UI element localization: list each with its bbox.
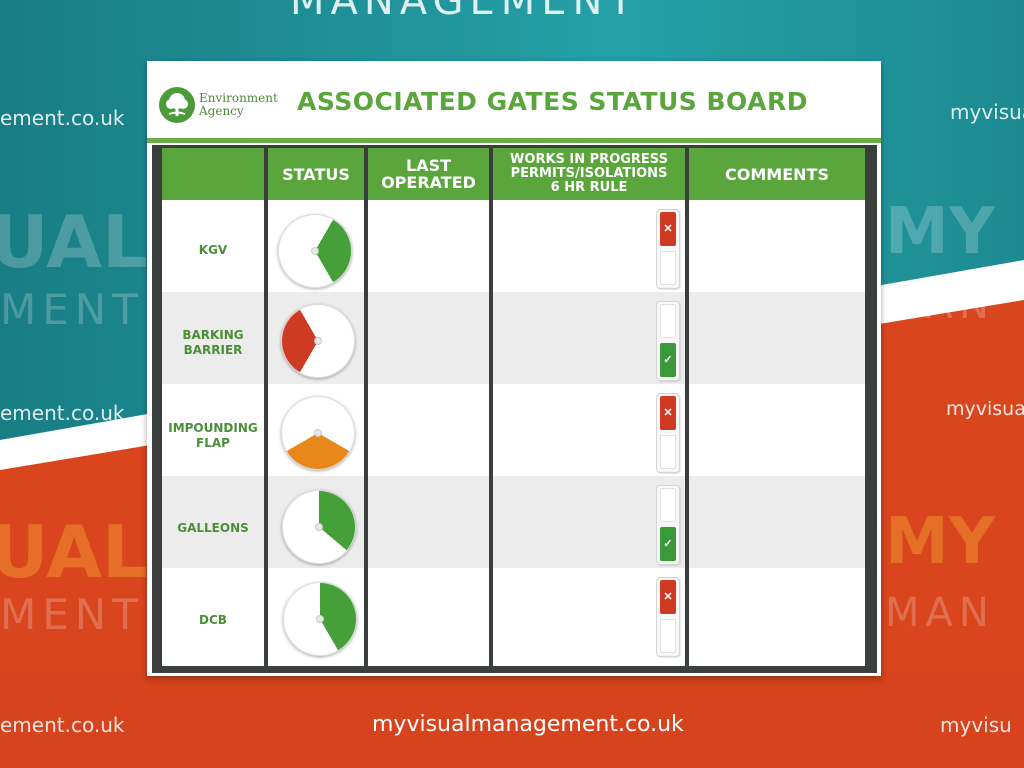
red-lamp: ✕ [660,396,676,430]
red-lamp: ✕ [660,212,676,246]
dial-pin [312,248,318,254]
wall-faint-word: MY [885,505,996,579]
wall-url: ement.co.uk [0,713,125,737]
crossed-tools-icon: ✕ [663,223,673,235]
blank-lamp [660,619,676,653]
wall-faint-word: UAL [0,510,148,594]
dial-pin [315,338,321,344]
wall-url: ement.co.uk [0,106,125,130]
status-dial[interactable] [283,582,357,656]
row-shade [368,476,489,568]
row-shade [493,292,685,384]
column-status: STATUS [268,148,364,666]
wall-faint-word: UAL [0,200,148,284]
blank-lamp [660,251,676,285]
environment-agency-logo-icon [159,87,195,123]
blank-lamp [660,304,676,338]
wall-faint-word: MENT [0,285,144,334]
dial-pin [317,616,323,622]
board-title: ASSOCIATED GATES STATUS BOARD [297,87,808,116]
works-header: WORKS IN PROGRESS PERMITS/ISOLATIONS 6 HR … [493,148,685,200]
permit-toggle[interactable]: ✕ [657,210,679,288]
status-dial[interactable] [282,490,356,564]
gates-header [162,148,264,200]
wall-faint-word: MENT [0,590,144,639]
status-dial[interactable] [281,396,355,470]
wall-faint-word: MAN [885,282,995,328]
status-header: STATUS [268,148,364,200]
permit-toggle[interactable]: ✕ [657,578,679,656]
last-operated-header: LAST OPERATED [368,148,489,200]
wall-faint-word: MAN [885,590,995,636]
row-shade [689,292,865,384]
wall-url: myvisual [950,100,1024,124]
row-shade [493,476,685,568]
wall-bottom-url: myvisualmanagement.co.uk [372,712,684,737]
dial-pin [315,430,321,436]
row-shade [162,476,264,568]
wall-top-text: MANAGEMENT [290,0,639,24]
wall-url: ement.co.uk [0,401,125,425]
gate-label-dcb: DCB [199,613,227,627]
check-icon: ✓ [663,538,673,550]
wall-url: myvisual [946,398,1024,420]
green-lamp: ✓ [660,527,676,561]
red-wall-bottom [0,672,1024,768]
green-lamp: ✓ [660,343,676,377]
row-shade [689,476,865,568]
gate-label-barking-barrier: BARKING BARRIER [182,328,244,357]
check-icon: ✓ [663,354,673,366]
gate-label-kgv: KGV [198,243,228,257]
crossed-tools-icon: ✕ [663,591,673,603]
red-lamp: ✕ [660,580,676,614]
status-board: Environment Agency ASSOCIATED GATES STAT… [147,61,881,676]
logo-line-1: Environment [199,91,278,105]
column-last-operated: LAST OPERATED [368,148,489,666]
blank-lamp [660,488,676,522]
status-dial[interactable] [278,214,352,288]
permit-toggle[interactable]: ✕ [657,394,679,472]
crossed-tools-icon: ✕ [663,407,673,419]
comments-header: COMMENTS [689,148,865,200]
wall-faint-word: MY [885,195,996,269]
column-comments: COMMENTS [689,148,865,666]
wall-url: myvisu [940,713,1012,737]
logo-line-2: Agency [199,104,244,118]
gate-label-galleons: GALLEONS [177,521,249,535]
column-gates: KGV BARKING BARRIER IMPOUNDING FLAP GALLEO… [162,148,264,666]
row-shade [368,292,489,384]
status-dial[interactable] [281,304,355,378]
blank-lamp [660,435,676,469]
row-shade [162,292,264,384]
permit-toggle[interactable]: ✓ [657,486,679,564]
column-works-in-progress: WORKS IN PROGRESS PERMITS/ISOLATIONS 6 HR … [493,148,685,666]
gate-label-impounding-flap: IMPOUNDING FLAP [168,421,258,450]
title-divider [147,138,881,143]
dial-pin [316,524,322,530]
logo-wordmark: Environment Agency [199,92,278,118]
permit-toggle[interactable]: ✓ [657,302,679,380]
